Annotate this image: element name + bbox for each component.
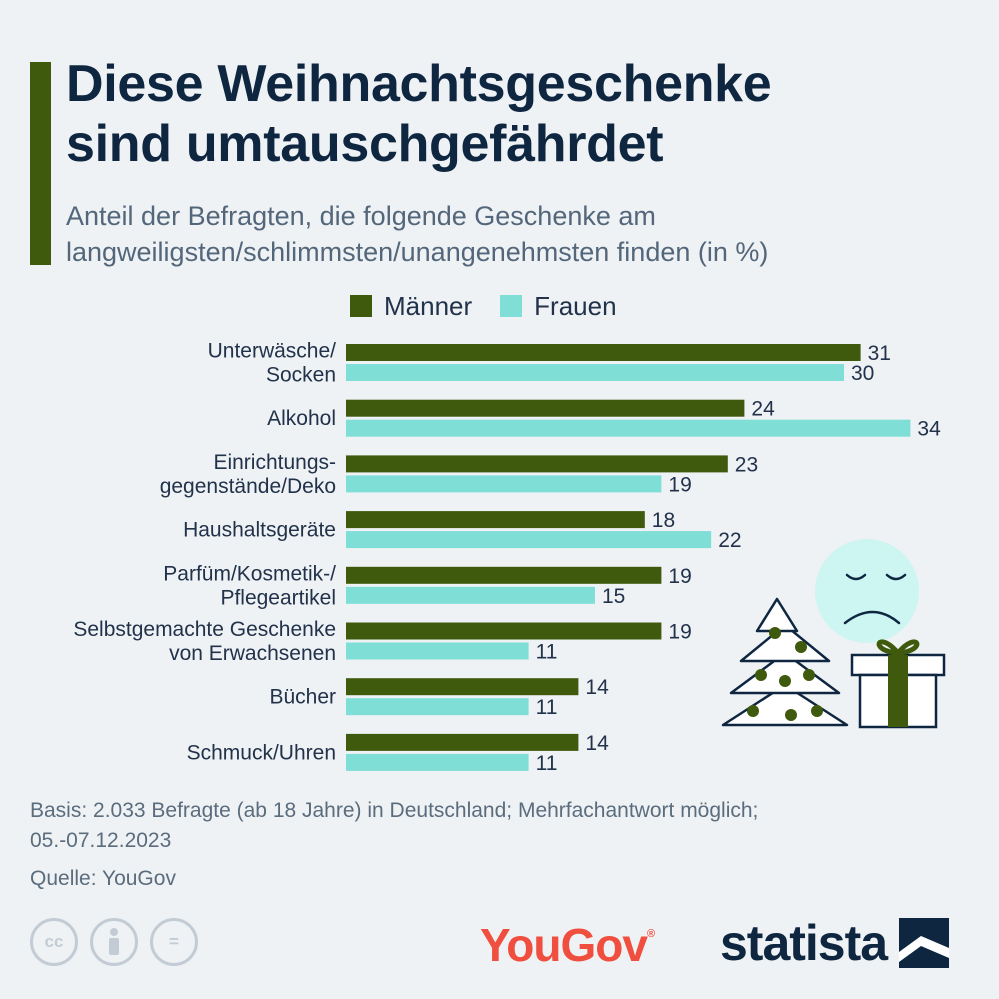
bar-men (346, 455, 728, 473)
data-label: 11 (536, 641, 558, 664)
bar-women (346, 642, 529, 660)
data-label: 15 (602, 585, 625, 608)
footnote-line-2: 05.-07.12.2023 (30, 829, 172, 852)
title-accent-bar (30, 62, 51, 265)
legend-label-men: Männer (384, 290, 473, 321)
category-label: Einrichtungs-gegenstände/Deko (160, 451, 336, 498)
data-label: 11 (536, 752, 558, 775)
legend-swatch-women (500, 295, 523, 317)
data-label: 22 (718, 529, 741, 552)
data-label: 30 (851, 362, 874, 385)
bar-women (346, 586, 595, 604)
data-label: 34 (917, 418, 941, 441)
data-label: 11 (536, 696, 558, 719)
bar-women (346, 531, 712, 549)
category-label: Parfüm/Kosmetik-/Pflegeartikel (163, 562, 336, 609)
infographic-card (8, 8, 991, 991)
yougov-logo-text: YouGov (480, 919, 648, 971)
statista-logo-text: statista (720, 915, 888, 971)
category-label: Haushaltsgeräte (183, 519, 336, 542)
data-label: 23 (735, 453, 758, 476)
title-line-1: Diese Weihnachtsgeschenke (66, 55, 772, 113)
gift-box-icon (850, 639, 946, 729)
bar-men (346, 511, 645, 529)
sad-face-icon (815, 539, 919, 643)
bar-women (346, 475, 662, 493)
data-label: 31 (868, 342, 891, 365)
data-label: 14 (585, 676, 609, 699)
christmas-tree-sad-face-gift-icon (721, 539, 946, 729)
footnote-line-1: Basis: 2.033 Befragte (ab 18 Jahre) in D… (30, 799, 759, 822)
data-label: 19 (668, 621, 691, 644)
bar-women (346, 364, 844, 381)
cc-icon[interactable]: cc (30, 918, 78, 966)
statista-mark-icon (899, 918, 950, 968)
category-label: Unterwäsche/Socken (208, 340, 337, 387)
statista-logo[interactable]: statista (720, 914, 950, 972)
chart-legend: Männer Frauen (350, 290, 645, 322)
data-label: 19 (668, 565, 691, 588)
data-label: 18 (652, 509, 675, 532)
subtitle-line-2: langweiligsten/schlimmsten/unangenehmste… (66, 237, 769, 267)
bar-men (346, 399, 745, 417)
by-icon[interactable] (90, 918, 138, 966)
title-line-2: sind umtauschgefährdet (66, 115, 664, 173)
legend-label-women: Frauen (534, 290, 617, 321)
license-icons: cc = (30, 918, 210, 966)
subtitle: Anteil der Befragten, die folgende Gesch… (66, 198, 986, 270)
category-label: Selbstgemachte Geschenke von Erwachsenen (73, 618, 336, 665)
bar-women (346, 753, 529, 771)
data-label: 14 (585, 732, 609, 755)
legend-swatch-men (350, 295, 372, 317)
legend-item-women: Frauen (500, 290, 617, 322)
page-title: Diese Weihnachtsgeschenke sind umtauschg… (66, 54, 966, 174)
bar-men (346, 344, 861, 361)
category-label: Bücher (269, 686, 336, 709)
footnote: Basis: 2.033 Befragte (ab 18 Jahre) in D… (30, 796, 970, 856)
yougov-registered-mark: ® (646, 928, 655, 940)
category-label: Alkohol (267, 407, 336, 430)
bar-men (346, 678, 579, 696)
category-label: Schmuck/Uhren (187, 741, 336, 764)
data-label: 19 (668, 473, 691, 496)
legend-item-men: Männer (350, 291, 472, 322)
bar-women (346, 698, 529, 716)
bar-men (346, 566, 662, 584)
bar-men (346, 733, 579, 751)
data-label: 24 (751, 398, 775, 421)
bar-women (346, 419, 911, 437)
subtitle-line-1: Anteil der Befragten, die folgende Gesch… (66, 201, 656, 231)
source-note: Quelle: YouGov (30, 867, 176, 890)
bar-men (346, 622, 662, 640)
yougov-logo[interactable]: YouGov® (480, 918, 655, 972)
nd-icon[interactable]: = (150, 918, 198, 966)
